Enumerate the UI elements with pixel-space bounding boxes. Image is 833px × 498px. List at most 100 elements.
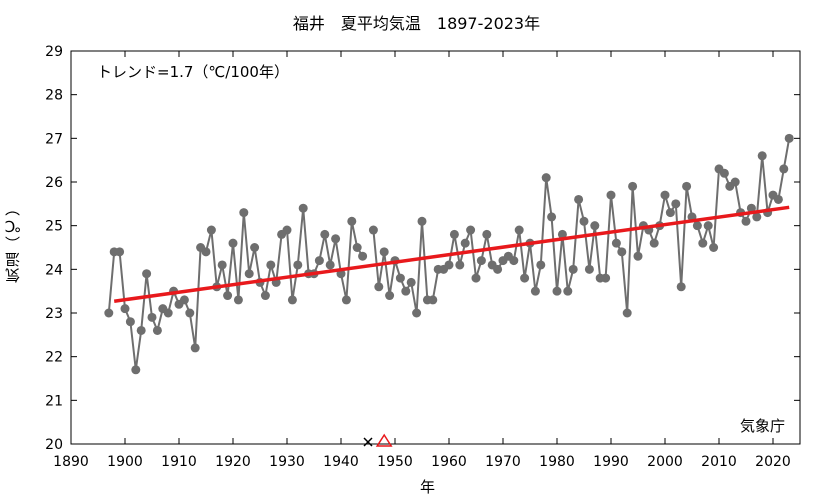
data-point	[136, 325, 146, 335]
y-tick-label: 25	[45, 219, 63, 235]
data-point	[406, 277, 416, 287]
y-tick-label: 22	[45, 350, 63, 366]
data-point	[417, 216, 427, 226]
x-axis-label: 年	[420, 478, 436, 496]
data-point	[698, 238, 708, 248]
data-series	[104, 133, 794, 375]
data-point	[779, 164, 789, 174]
data-point	[455, 260, 465, 270]
data-point	[325, 260, 335, 270]
data-point	[250, 243, 260, 252]
data-point	[120, 304, 130, 314]
x-tick-label: 2020	[755, 454, 791, 470]
data-point	[682, 181, 692, 191]
data-point	[385, 291, 395, 301]
data-point	[190, 343, 200, 353]
x-tick-label: 2000	[647, 454, 683, 470]
x-tick-label: 1980	[539, 454, 575, 470]
data-point	[266, 260, 276, 270]
data-point	[746, 203, 756, 213]
x-tick-label: 1890	[53, 454, 89, 470]
series-line	[372, 138, 791, 314]
data-point	[520, 273, 530, 283]
data-point	[536, 260, 546, 270]
data-point	[752, 212, 762, 222]
data-point	[298, 203, 308, 213]
data-point	[530, 286, 540, 296]
data-point	[228, 238, 238, 248]
data-point	[460, 238, 470, 248]
data-point	[660, 190, 670, 200]
station-markers	[363, 433, 393, 447]
data-point	[671, 199, 681, 209]
data-point	[730, 177, 740, 187]
data-point	[293, 260, 303, 270]
data-point	[719, 168, 729, 178]
data-point	[374, 282, 384, 292]
data-point	[163, 308, 173, 318]
data-point	[352, 243, 362, 252]
data-point	[395, 273, 405, 283]
x-tick-label: 2010	[701, 454, 737, 470]
data-point	[584, 264, 594, 274]
trend-line-group	[113, 205, 790, 303]
source-credit: 気象庁	[740, 417, 786, 435]
data-point	[617, 247, 627, 257]
data-point	[358, 251, 368, 261]
data-point	[223, 291, 233, 301]
data-point	[239, 208, 249, 218]
data-point	[379, 247, 389, 257]
data-point	[628, 181, 638, 191]
data-point	[606, 190, 616, 200]
data-point	[665, 208, 675, 218]
data-point	[320, 229, 330, 239]
data-point	[514, 225, 524, 235]
data-point	[574, 194, 584, 204]
data-point	[509, 256, 519, 266]
data-point	[557, 229, 567, 239]
x-tick-label: 1950	[377, 454, 413, 470]
trend-line	[113, 205, 790, 303]
data-point	[563, 286, 573, 296]
x-tick-label: 1970	[485, 454, 521, 470]
data-point	[466, 225, 476, 235]
data-point	[341, 295, 351, 305]
data-point	[757, 151, 767, 161]
data-point	[260, 291, 270, 301]
data-point	[428, 295, 438, 305]
y-tick-label: 26	[45, 175, 63, 191]
data-point	[412, 308, 422, 318]
data-point	[676, 282, 686, 292]
data-point	[622, 308, 632, 318]
data-point	[784, 133, 794, 143]
data-point	[147, 312, 157, 322]
data-point	[547, 212, 557, 222]
data-point	[611, 238, 621, 248]
data-point	[633, 251, 643, 261]
cross-stroke	[363, 437, 373, 447]
data-point	[476, 256, 486, 266]
data-point	[233, 295, 243, 305]
missing-data-cross-marker	[363, 437, 373, 447]
y-tick-label: 20	[45, 437, 63, 453]
data-point	[471, 273, 481, 283]
data-point	[125, 317, 135, 327]
y-axis-label: 気温（℃）	[4, 200, 22, 283]
data-point	[206, 225, 216, 235]
relocation-triangle-marker	[375, 433, 393, 447]
data-point	[401, 286, 411, 296]
data-point	[444, 260, 454, 270]
data-point	[185, 308, 195, 318]
plot-frame	[70, 50, 801, 445]
data-point	[590, 221, 600, 231]
data-point	[552, 286, 562, 296]
data-point	[217, 260, 227, 270]
x-tick-label: 1920	[215, 454, 251, 470]
x-tick-label: 1990	[593, 454, 629, 470]
data-point	[568, 264, 578, 274]
trend-annotation: トレンド=1.7（℃/100年）	[97, 63, 289, 81]
data-point	[741, 216, 751, 226]
y-tick-label: 24	[45, 262, 63, 278]
data-point	[282, 225, 292, 235]
